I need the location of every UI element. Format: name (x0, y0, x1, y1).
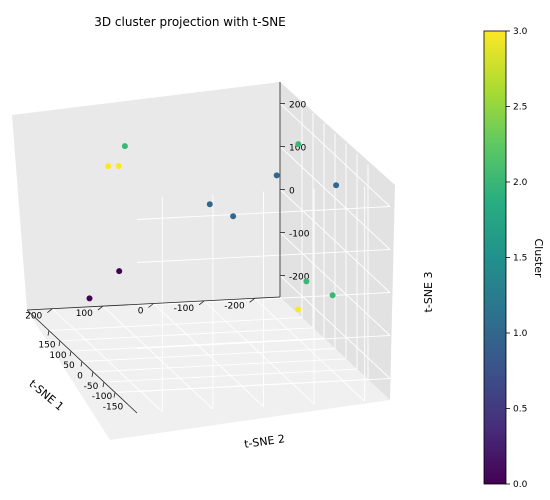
y-tick-label: 50 (63, 361, 75, 371)
data-point (121, 143, 128, 150)
data-point (303, 278, 310, 285)
floor-gridline-y (59, 327, 314, 342)
data-point (105, 163, 112, 170)
colorbar-tick-label: 2.0 (513, 178, 528, 188)
z-tick-label: -200 (289, 273, 310, 283)
colorbar-ticks: 0.0 0.5 1.0 1.5 2.0 2.5 3.0 (506, 27, 528, 490)
floor-gridline-y (81, 348, 336, 362)
pane-back-left (12, 82, 280, 310)
data-point (333, 182, 340, 189)
colorbar: 0.0 0.5 1.0 1.5 2.0 2.5 3.0 Cluster (483, 27, 545, 490)
data-point (273, 172, 280, 179)
y-tick-label: 100 (49, 351, 66, 361)
data-point (295, 141, 302, 148)
x-tick-mark (148, 303, 154, 308)
floor-gridline-y (92, 358, 347, 373)
y-tick-label: -50 (84, 382, 99, 392)
x-axis-label: t-SNE 1 (26, 377, 66, 413)
y-tick-mark (69, 351, 72, 357)
x-tick-mark (97, 305, 104, 311)
x-tick-label: 0 (138, 307, 144, 317)
colorbar-tick-label: 0.0 (513, 480, 528, 490)
z-tick-label: -100 (289, 230, 310, 240)
floor-gridline-y (48, 317, 303, 332)
wall-gridline-z (279, 146, 391, 250)
wall-gridline-z (279, 189, 391, 293)
wall-gridline-z (279, 275, 391, 379)
grid-lines (48, 102, 391, 413)
colorbar-tick-label: 2.5 (513, 103, 527, 113)
tick-labels: 200 100 0 -100 -200150100500-50-100-15020010… (25, 101, 310, 413)
y-tick-mark (58, 340, 61, 346)
wall-gridline-z (136, 206, 391, 220)
wall-gridline-z (279, 232, 391, 336)
y-tick-mark (91, 371, 94, 377)
scatter-points (86, 141, 340, 313)
x-tick-label: -100 (174, 304, 195, 314)
wall-gridline-z (136, 335, 391, 349)
y-tick-mark (47, 330, 50, 336)
data-point (115, 163, 122, 169)
colorbar-label: Cluster (532, 238, 545, 278)
y-axis-label: t-SNE 2 (243, 432, 285, 451)
x-tick-label: 100 (76, 309, 93, 319)
colorbar-tick-label: 1.0 (513, 329, 528, 339)
data-point (295, 306, 301, 313)
colorbar-tick-label: 3.0 (513, 27, 528, 37)
z-tick-label: 0 (289, 187, 295, 197)
y-tick-label: -100 (92, 392, 113, 402)
x-tick-mark (249, 297, 255, 303)
data-point (329, 292, 336, 299)
y-tick-label: 150 (38, 341, 55, 351)
pane-back-right (280, 82, 395, 400)
data-point (230, 213, 237, 220)
data-point (86, 295, 93, 302)
axes-3d: 200 100 0 -100 -200150100500-50-100-15020010… (12, 82, 435, 451)
z-axis-label: t-SNE 3 (422, 272, 435, 313)
data-point (206, 201, 213, 208)
y-tick-mark (113, 392, 116, 398)
floor-gridline-y (70, 337, 325, 352)
wall-gridline-z (136, 378, 391, 392)
wall-gridline-z (136, 249, 391, 263)
y-tick-label: 0 (77, 372, 83, 382)
colorbar-gradient (483, 30, 507, 485)
colorbar-tick-label: 1.5 (513, 254, 527, 264)
x-tick-label: 200 (25, 312, 42, 322)
floor-gridline-y (103, 368, 358, 383)
wall-gridline-z (136, 292, 391, 306)
y-tick-label: -150 (103, 402, 124, 412)
colorbar-tick-label: 0.5 (513, 405, 527, 415)
y-tick-mark (102, 382, 105, 388)
x-tick-label: -200 (224, 301, 245, 311)
chart-title: 3D cluster projection with t-SNE (94, 15, 286, 29)
pane-floor (27, 297, 390, 440)
z-tick-label: 100 (289, 144, 306, 154)
wall-gridline-z (279, 103, 391, 207)
y-tick-mark (80, 361, 83, 367)
z-tick-label: 200 (289, 101, 306, 111)
x-tick-mark (47, 308, 53, 314)
tick-marks (47, 103, 285, 398)
x-tick-mark (198, 300, 205, 306)
data-point (116, 268, 123, 275)
